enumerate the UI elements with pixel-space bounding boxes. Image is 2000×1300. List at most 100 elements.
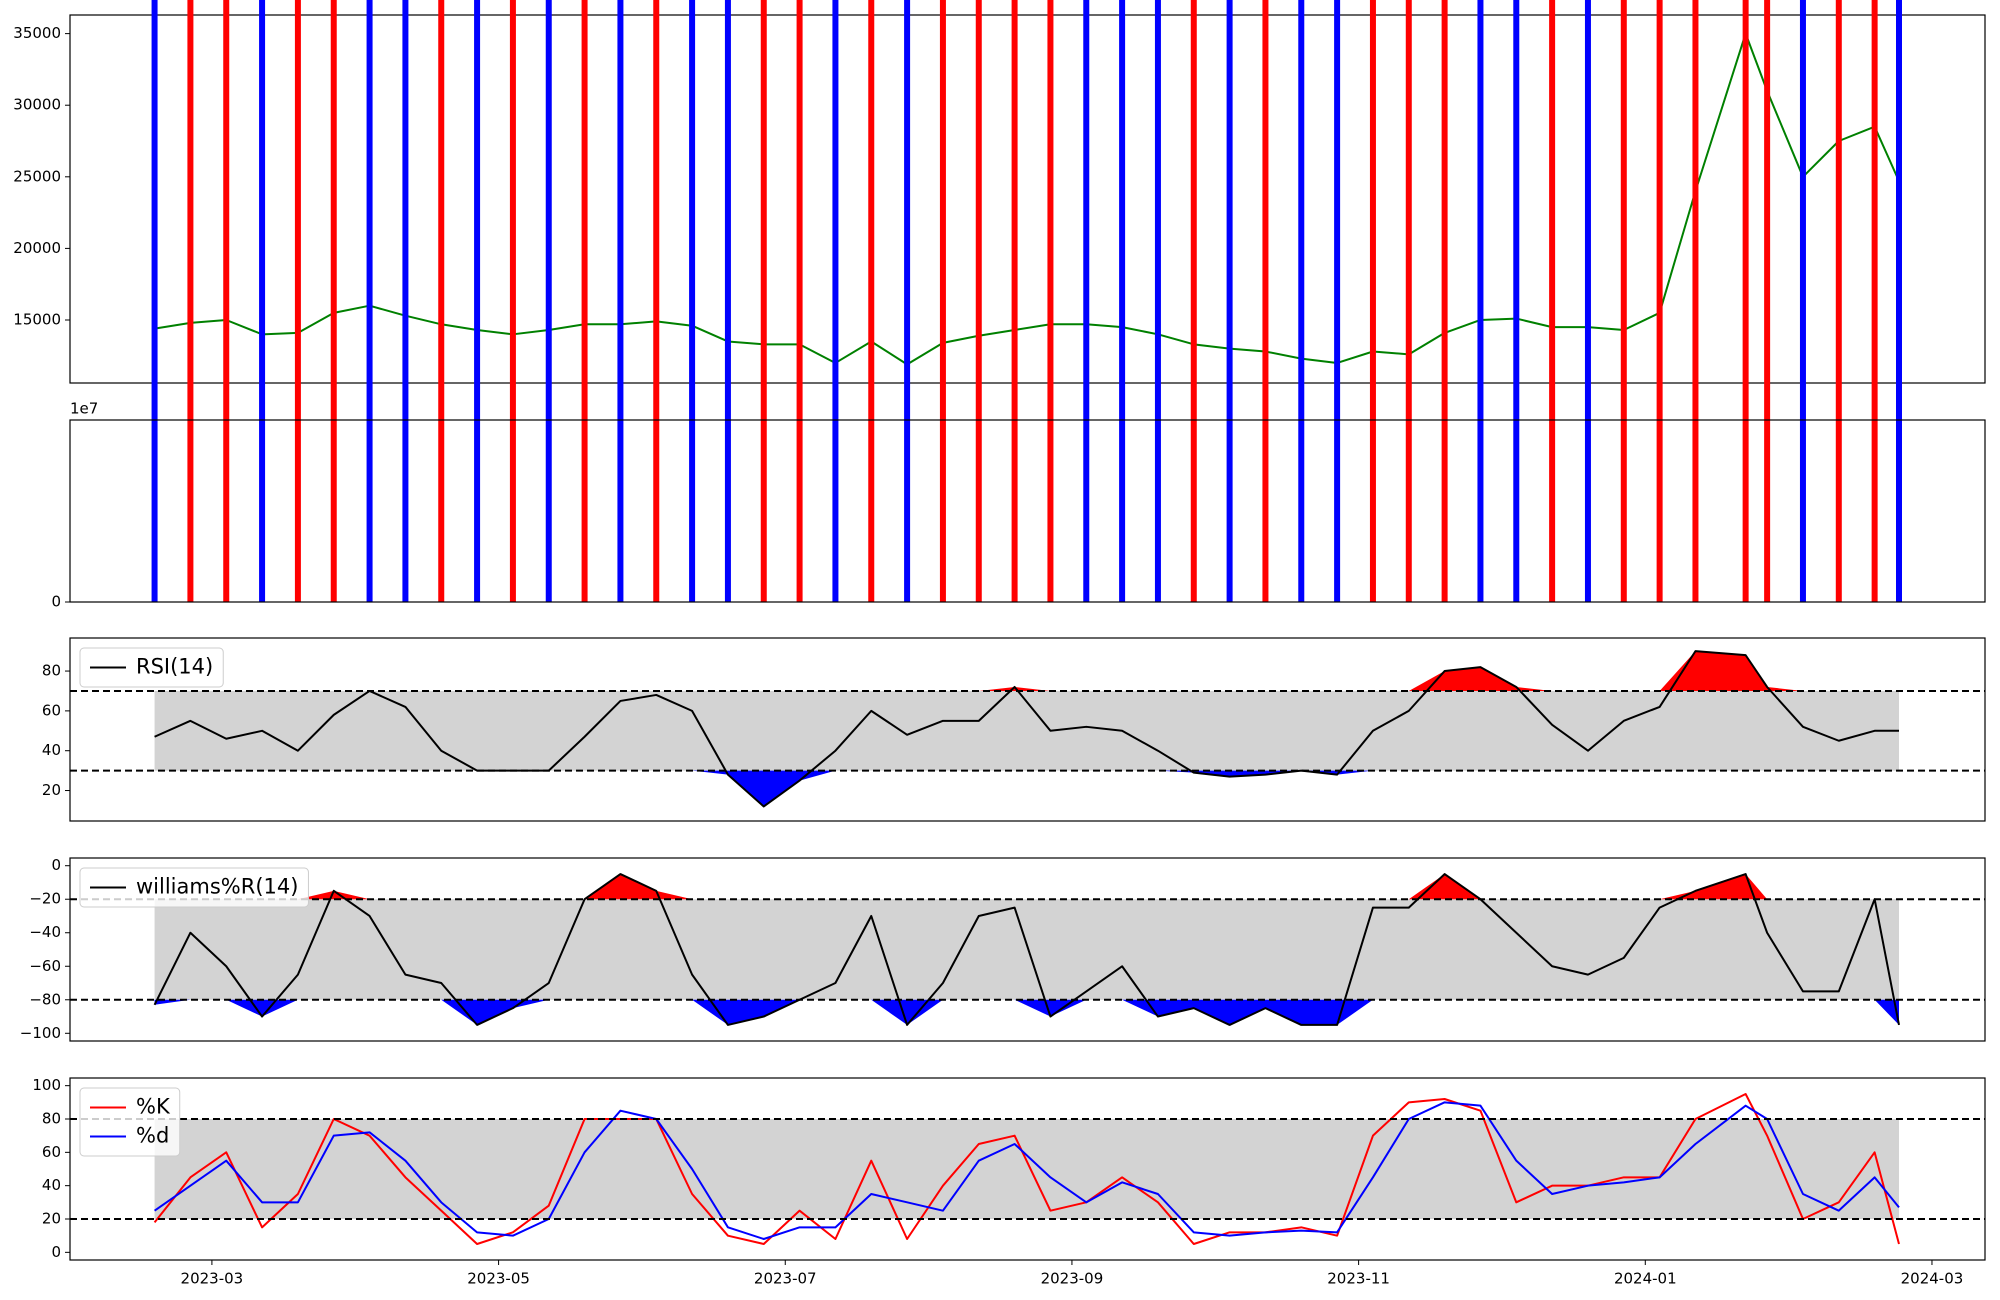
legend-label: %d xyxy=(136,1124,169,1148)
legend-box xyxy=(79,867,309,908)
panel: 15000 20000 25000 30000 35000 xyxy=(13,14,1986,384)
volume-bar xyxy=(832,0,839,602)
legend-label: %K xyxy=(136,1095,171,1119)
x-tick-label: 2023-07 xyxy=(754,1270,817,1288)
y-tick-label: 25000 xyxy=(13,167,61,185)
volume-bar xyxy=(1334,0,1341,603)
y-tick-label: 100 xyxy=(32,1076,61,1094)
y-tick-label: −20 xyxy=(29,890,61,908)
volume-bar xyxy=(1656,0,1663,602)
volume-bar xyxy=(1405,0,1412,602)
axes-frame xyxy=(69,14,1986,384)
volume-bar xyxy=(1871,0,1878,602)
volume-bar xyxy=(581,0,588,603)
volume-bar xyxy=(1799,0,1806,602)
series-line xyxy=(154,32,1900,366)
legend-box xyxy=(79,647,224,688)
panel: 0 20 40 60 80 100 2023-03 2023-05 2023-07 2023-09… xyxy=(32,1076,1986,1288)
x-tick-label: 2024-03 xyxy=(1901,1270,1964,1288)
volume-bar xyxy=(1011,0,1018,602)
volume-bar xyxy=(259,0,266,603)
volume-bar xyxy=(975,0,982,602)
threshold-band xyxy=(154,899,1899,1000)
volume-bar xyxy=(509,0,516,603)
volume-bar xyxy=(1369,0,1376,603)
axes-frame xyxy=(69,1077,1986,1261)
threshold-band xyxy=(154,690,1899,771)
volume-bar xyxy=(1764,0,1771,602)
axes-frame xyxy=(69,637,1986,822)
volume-bar xyxy=(1742,0,1749,602)
volume-bar xyxy=(689,0,696,603)
y-tick-label: −100 xyxy=(20,1024,61,1042)
y-tick-label: 60 xyxy=(42,1143,61,1161)
volume-bar xyxy=(545,0,552,603)
y-tick-label: 40 xyxy=(42,1176,61,1194)
legend-label: williams%R(14) xyxy=(136,875,298,899)
volume-bar xyxy=(1692,0,1699,602)
legend-box xyxy=(79,1087,181,1157)
x-tick-label: 2024-01 xyxy=(1614,1270,1677,1288)
y-tick-label: 40 xyxy=(42,741,61,759)
volume-bar xyxy=(330,0,337,602)
y-tick-label: 20 xyxy=(42,781,61,799)
volume-bar xyxy=(1441,0,1448,602)
y-tick-label: 20000 xyxy=(13,239,61,257)
volume-bar xyxy=(760,0,767,603)
x-tick-label: 2023-11 xyxy=(1327,1270,1390,1288)
overbought-fill xyxy=(154,874,1899,900)
series-line xyxy=(154,650,1899,808)
volume-bar xyxy=(1262,0,1269,603)
axis-offset-text: 1e7 xyxy=(70,400,98,418)
y-tick-label: −80 xyxy=(29,990,61,1008)
volume-bar xyxy=(653,0,660,603)
axes-frame xyxy=(69,857,1986,1042)
volume-bar xyxy=(151,0,158,603)
volume-bar xyxy=(1513,0,1520,603)
volume-bar xyxy=(1477,0,1484,602)
legend-label: RSI(14) xyxy=(136,655,213,679)
volume-bar xyxy=(366,0,373,602)
volume-bar xyxy=(1190,0,1197,603)
series-line xyxy=(153,873,1900,1026)
y-tick-label: −60 xyxy=(29,957,61,975)
volume-bar xyxy=(402,0,409,603)
y-tick-label: −40 xyxy=(29,923,61,941)
series-line xyxy=(153,1101,1900,1240)
volume-bar xyxy=(294,0,301,603)
volume-bar xyxy=(868,0,875,602)
threshold-band xyxy=(154,1119,1899,1219)
volume-bar xyxy=(1083,0,1090,602)
volume-bar xyxy=(223,0,230,603)
panel: 20 40 60 80 RSI(14) xyxy=(42,637,1986,822)
volume-bar xyxy=(1047,0,1054,602)
volume-bar xyxy=(1226,0,1233,603)
volume-bar xyxy=(1620,0,1627,603)
volume-bar xyxy=(1584,0,1591,603)
overbought-fill xyxy=(154,651,1899,691)
volume-bar xyxy=(1895,0,1902,602)
axes-frame xyxy=(69,419,1986,603)
volume-bar xyxy=(939,0,946,603)
volume-bar xyxy=(617,0,624,603)
x-tick-label: 2023-09 xyxy=(1041,1270,1104,1288)
volume-bar xyxy=(724,0,731,602)
x-tick-label: 2023-03 xyxy=(181,1270,244,1288)
volume-bar xyxy=(1154,0,1161,602)
panel: −100 −80 −60 −40 −20 0 williams%R(14) xyxy=(20,856,1986,1042)
y-tick-label: 35000 xyxy=(13,24,61,42)
volume-bar xyxy=(187,0,194,603)
y-tick-label: 80 xyxy=(42,662,61,680)
y-tick-label: 0 xyxy=(51,1243,61,1261)
series-line xyxy=(153,1093,1900,1245)
y-tick-label: 20 xyxy=(42,1210,61,1228)
volume-bar xyxy=(904,0,911,602)
y-tick-label: 0 xyxy=(51,856,61,874)
y-tick-label: 60 xyxy=(42,701,61,719)
y-tick-label: 80 xyxy=(42,1110,61,1128)
volume-bar xyxy=(474,0,481,603)
x-tick-label: 2023-05 xyxy=(467,1270,530,1288)
volume-bar xyxy=(1835,0,1842,602)
